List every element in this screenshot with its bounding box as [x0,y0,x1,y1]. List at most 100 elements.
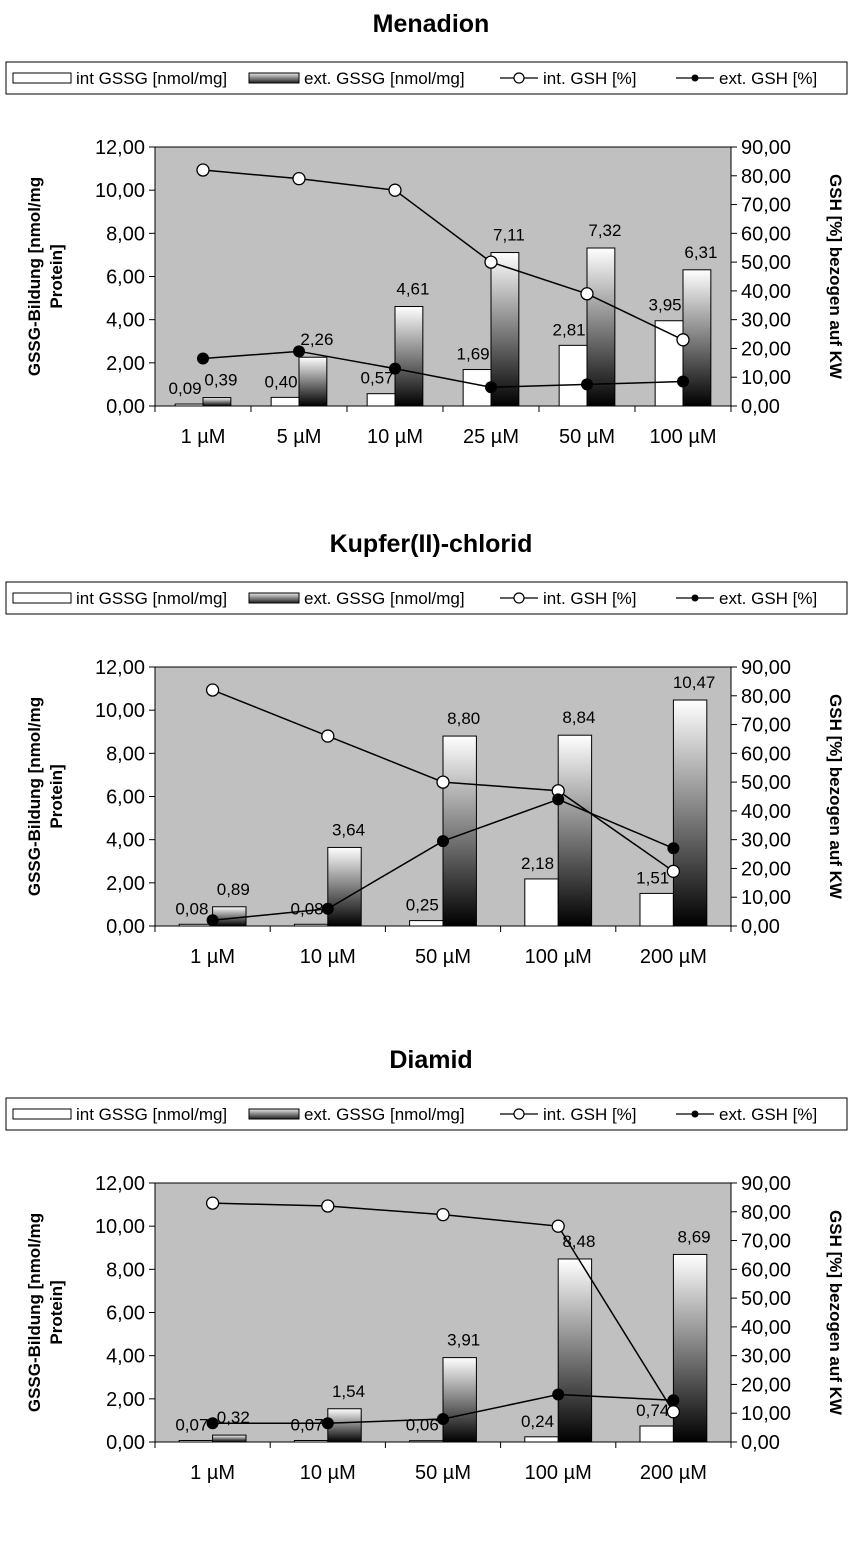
data-label-int-gssg: 2,81 [553,320,586,339]
legend-label-int-gssg: int GSSG [nmol/mg] [76,589,227,608]
point-ext-gsh [677,375,689,388]
x-category-label: 50 µM [415,946,471,968]
point-int-gsh [676,333,690,347]
y-tick-label: 12,00 [95,657,145,679]
data-label-ext-gssg: 3,64 [332,820,365,839]
y-tick-label: 6,00 [106,267,145,289]
y-tick-label: 4,00 [106,310,145,332]
point-ext-gsh [552,793,565,806]
y-axis-label-group: GSSG-Bildung [nmol/mg Protein] [25,1213,66,1412]
chart-menadion: Menadion int GSSG [nmol/mg] ext. GSSG [nmo… [0,0,860,510]
bar-int-gssg [178,1439,214,1443]
data-label-int-gssg: 0,57 [361,369,394,388]
x-category-label: 25 µM [463,426,519,448]
data-label-ext-gssg: 2,26 [300,330,333,349]
y2-tick-label: 70,00 [741,1231,791,1253]
point-int-gsh [580,287,594,301]
line-int-gsh [202,169,684,341]
y2-tick-label: 50,00 [741,772,791,794]
y-axis-label-line2: Protein] [47,764,66,828]
legend-label-ext-gssg: ext. GSSG [nmol/mg] [304,69,465,88]
x-category-label: 5 µM [277,426,322,448]
y2-axis-label: GSH [%] bezogen auf KW [826,174,845,380]
plot-area [154,146,732,407]
y-tick-label: 4,00 [106,830,145,852]
y2-tick-label: 40,00 [741,1317,791,1339]
data-label-ext-gssg: 0,89 [217,880,250,899]
point-int-gsh [205,683,220,697]
point-int-gsh [321,1199,335,1213]
legend-marker-ext-gsh [691,594,699,602]
data-label-int-gssg: 0,07 [175,1415,208,1434]
chart-title: Diamid [389,1046,472,1074]
y2-tick-label: 70,00 [741,195,791,217]
y-tick-label: 6,00 [106,787,145,809]
y2-axis-label: GSH [%] bezogen auf KW [826,1210,845,1416]
data-label-ext-gssg: 7,32 [588,221,621,240]
y2-tick-label: 20,00 [741,1374,791,1396]
y2-tick-label: 20,00 [741,858,791,880]
y2-axis-label-group: GSH [%] bezogen auf KW [826,1210,845,1416]
bar-int-gssg [524,1436,559,1443]
x-category-label: 100 µM [525,946,592,968]
legend-label-int-gssg: int GSSG [nmol/mg] [76,1105,227,1124]
bar-ext-gssg [212,1434,247,1443]
y2-axis-label-group: GSH [%] bezogen auf KW [826,694,845,900]
legend-label-ext-gsh: ext. GSH [%] [719,589,817,608]
y-tick-label: 0,00 [106,916,145,938]
y-axis-label-line1: GSSG-Bildung [nmol/mg [25,697,44,896]
y-tick-label: 6,00 [106,1303,145,1325]
x-category-label: 100 µM [649,426,716,448]
y-axis-label-line1: GSSG-Bildung [nmol/mg [25,1213,44,1412]
data-label-int-gssg: 0,08 [291,899,324,918]
y2-tick-label: 80,00 [741,166,791,188]
bar-int-gssg [639,892,674,927]
bar-int-gssg [293,1439,329,1443]
data-label-ext-gssg: 10,47 [673,673,716,692]
bar-ext-gssg [442,1357,477,1443]
legend-marker-ext-gsh [691,74,699,82]
y2-tick-label: 50,00 [741,252,791,274]
bar-int-gssg [366,393,396,407]
y2-tick-label: 10,00 [741,1403,791,1425]
y-tick-label: 2,00 [106,353,145,375]
bar-int-gssg [639,1425,674,1443]
y-tick-label: 4,00 [106,1346,145,1368]
x-category-label: 100 µM [525,1462,592,1484]
y-axis-label-group: GSSG-Bildung [nmol/mg Protein] [25,177,66,376]
y2-axis-label-group: GSH [%] bezogen auf KW [826,174,845,380]
y2-tick-label: 0,00 [741,396,780,418]
legend-swatch-int-gssg [12,72,72,84]
point-ext-gsh [437,1412,449,1425]
point-int-gsh [436,1208,450,1222]
data-label-ext-gssg: 8,69 [678,1227,711,1246]
legend-swatch-ext-gssg [248,1108,300,1120]
data-label-int-gssg: 2,18 [521,854,554,873]
y2-tick-label: 80,00 [741,1202,791,1224]
y-tick-label: 12,00 [95,137,145,159]
legend-swatch-int-gssg [12,1108,72,1120]
y2-tick-label: 90,00 [741,657,791,679]
point-int-gsh [666,1405,681,1419]
point-ext-gsh [437,835,449,848]
y2-tick-label: 30,00 [741,830,791,852]
legend-label-int-gssg: int GSSG [nmol/mg] [76,69,227,88]
data-label-ext-gssg: 1,54 [332,1382,365,1401]
point-ext-gsh [206,1417,219,1430]
point-int-gsh [484,255,498,269]
x-category-label: 1 µM [190,1462,235,1484]
data-label-int-gssg: 0,07 [291,1415,324,1434]
y-axis-label-line2: Protein] [47,244,66,308]
point-int-gsh [551,1219,565,1233]
point-ext-gsh [206,914,219,927]
y2-tick-label: 60,00 [741,743,791,765]
y2-tick-label: 0,00 [741,1432,780,1454]
bar-int-gssg [409,1440,444,1443]
bar-int-gssg [270,396,300,407]
bar-int-gssg [558,344,588,407]
data-label-int-gssg: 0,40 [265,372,298,391]
bar-ext-gssg [298,356,328,407]
data-label-int-gssg: 1,51 [636,868,669,887]
bar-int-gssg [409,920,444,927]
y2-tick-label: 20,00 [741,338,791,360]
